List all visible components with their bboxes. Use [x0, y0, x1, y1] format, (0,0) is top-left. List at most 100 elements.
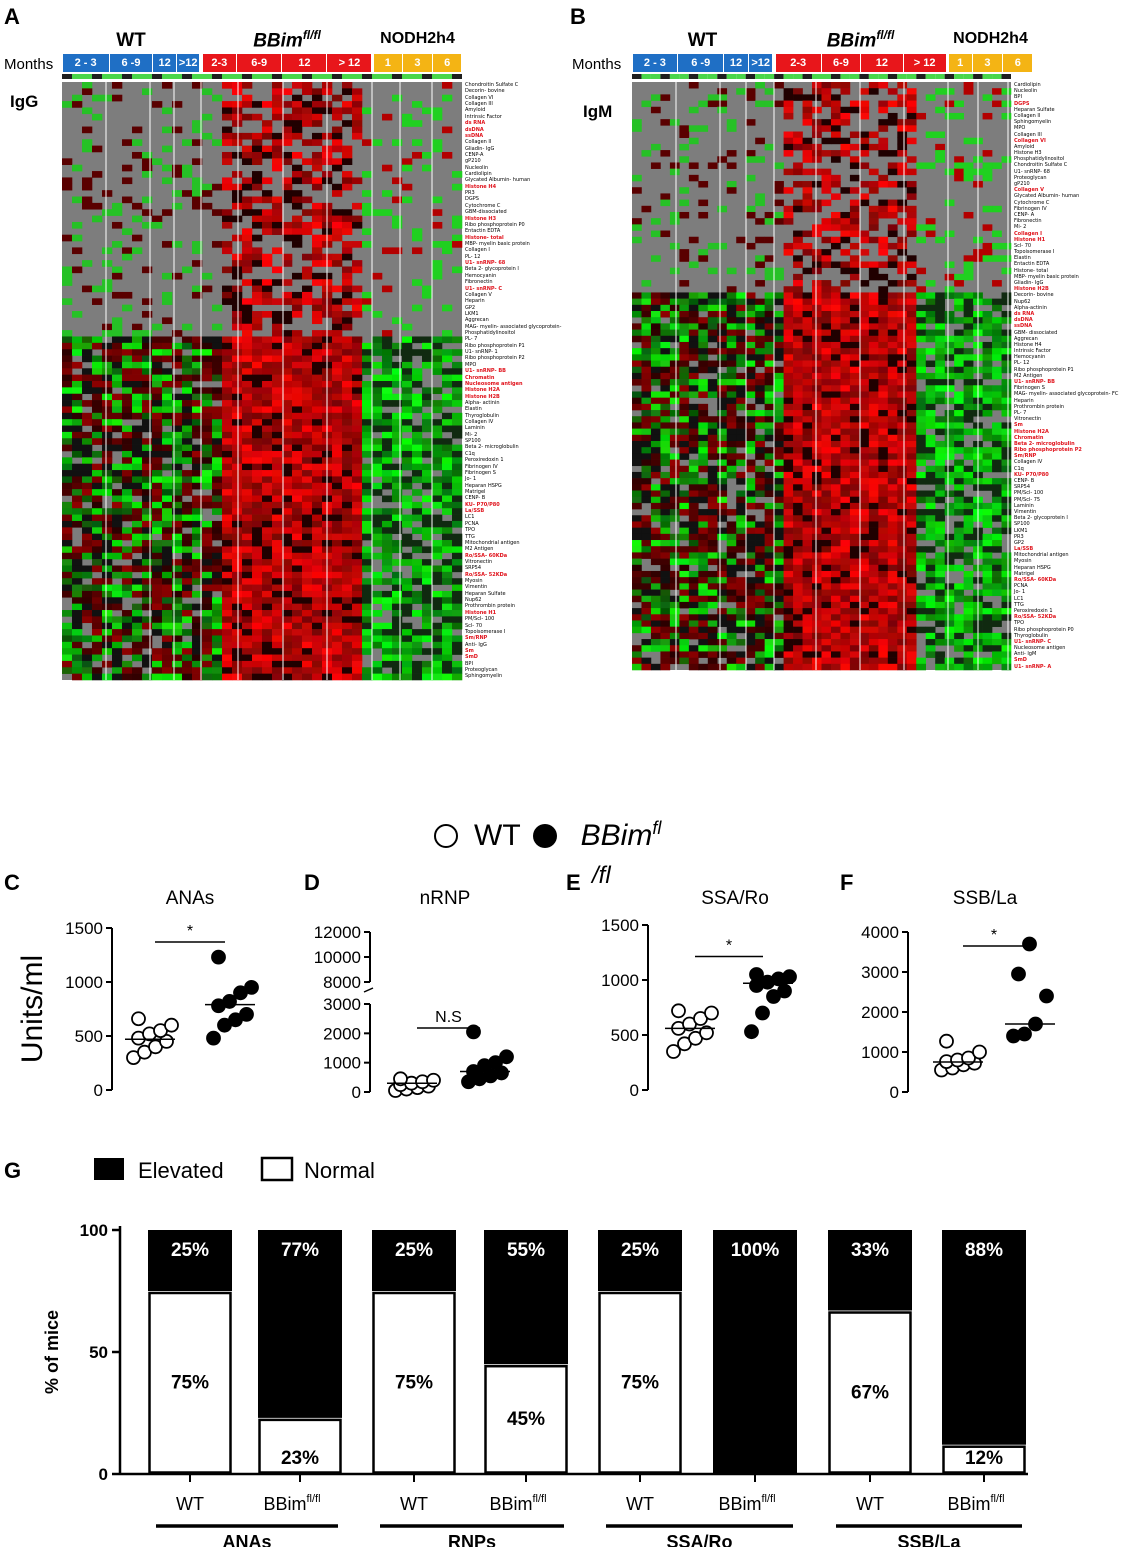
heatmap-cell — [242, 406, 253, 414]
heatmap-cell — [745, 211, 756, 219]
heatmap-cell — [868, 502, 879, 510]
heatmap-cell — [783, 502, 794, 510]
heatmap-cell — [382, 381, 393, 388]
heatmap-cell — [745, 564, 756, 572]
heatmap-cell — [112, 355, 123, 363]
heatmap-cell — [162, 489, 173, 496]
heatmap-cell — [62, 406, 73, 414]
heatmap-cell — [878, 397, 889, 405]
heatmap-cell — [963, 292, 974, 299]
heatmap-cell — [679, 366, 690, 374]
heatmap-cell — [292, 629, 303, 636]
heatmap-cell — [726, 589, 737, 597]
heatmap-cell — [332, 94, 343, 102]
heatmap-cell — [142, 419, 153, 426]
heatmap-cell — [669, 558, 680, 566]
heatmap-cell — [392, 221, 403, 229]
heatmap-cell — [302, 629, 313, 636]
heatmap-cell — [172, 419, 183, 426]
heatmap-cell — [830, 137, 841, 145]
heatmap-cell — [112, 495, 123, 503]
heatmap-cell — [963, 273, 974, 281]
heatmap-cell — [916, 224, 927, 231]
heatmap-cell — [452, 457, 463, 465]
heatmap-cell — [232, 482, 243, 490]
heatmap-cell — [764, 354, 775, 361]
heatmap-cell — [707, 515, 718, 522]
heatmap-cell — [262, 629, 273, 636]
heatmap-cell — [252, 355, 263, 363]
heatmap-cell — [352, 266, 363, 274]
heatmap-cell — [242, 342, 253, 350]
heatmap-cell — [262, 285, 273, 293]
heatmap-cell — [992, 385, 1002, 392]
heatmap-cell — [62, 578, 73, 585]
heatmap-cell — [669, 323, 680, 330]
strip-cell — [322, 74, 332, 79]
heatmap-cell — [432, 546, 443, 554]
heatmap-cell — [62, 648, 73, 655]
heatmap-cell — [252, 196, 263, 204]
heatmap-cell — [935, 558, 945, 566]
heatmap-cell — [192, 368, 203, 375]
heatmap-cell — [802, 298, 813, 306]
heatmap-cell — [292, 597, 303, 604]
heatmap-cell — [906, 410, 917, 417]
heatmap-cell — [272, 520, 283, 528]
heatmap-cell — [92, 145, 103, 153]
heatmap-cell — [62, 476, 73, 484]
heatmap-cell — [906, 323, 917, 330]
heatmap-cell — [102, 400, 113, 407]
heatmap-cell — [342, 349, 353, 356]
heatmap-cell — [887, 311, 898, 318]
wt-month-0: 2 - 3 — [62, 54, 109, 72]
heatmap-cell — [372, 527, 383, 534]
heatmap-cell — [764, 490, 775, 497]
heatmap-cell — [212, 355, 223, 363]
heatmap-cell — [282, 610, 293, 617]
heatmap-cell — [382, 450, 393, 458]
heatmap-cell — [954, 112, 964, 120]
heatmap-cell — [632, 379, 642, 386]
heatmap-cell — [812, 366, 822, 374]
heatmap-cell — [372, 520, 383, 528]
heatmap-cell — [242, 597, 253, 604]
heatmap-cell — [252, 482, 263, 490]
heatmap-cell — [72, 673, 83, 681]
heatmap-cell — [122, 336, 133, 344]
heatmap-cell — [660, 366, 671, 374]
heatmap-cell — [887, 168, 898, 176]
heatmap-cell — [292, 648, 303, 655]
heatmap-cell — [362, 482, 373, 490]
heatmap-cell — [282, 113, 293, 121]
heatmap-cell — [92, 489, 103, 496]
heatmap-cell — [736, 564, 746, 572]
heatmap-cell — [182, 342, 193, 350]
heatmap-cell — [944, 540, 955, 547]
heatmap-cell — [172, 171, 183, 178]
heatmap-cell — [212, 527, 223, 534]
heatmap-cell — [925, 230, 936, 238]
heatmap-cell — [745, 527, 756, 535]
heatmap-cell — [272, 438, 283, 445]
heatmap-cell — [963, 570, 974, 578]
heatmap-cell — [679, 564, 690, 572]
heatmap-cell — [641, 354, 652, 361]
heatmap-cell — [72, 622, 83, 630]
heatmap-cell — [641, 447, 652, 454]
heatmap-cell — [726, 162, 737, 169]
heatmap-cell — [412, 450, 423, 458]
heatmap-cell — [660, 459, 671, 467]
heatmap-cell — [859, 280, 870, 287]
heatmap-cell — [132, 393, 143, 401]
heatmap-cell — [132, 450, 143, 458]
heatmap-cell — [342, 622, 353, 630]
heatmap-cell — [954, 403, 964, 411]
heatmap-cell — [755, 156, 765, 163]
heatmap-cell — [292, 546, 303, 554]
strip-cell — [202, 74, 212, 79]
heatmap-cell — [830, 428, 841, 436]
heatmap-cell — [442, 463, 453, 471]
heatmap-cell — [262, 616, 273, 624]
heatmap-cell — [332, 603, 343, 611]
